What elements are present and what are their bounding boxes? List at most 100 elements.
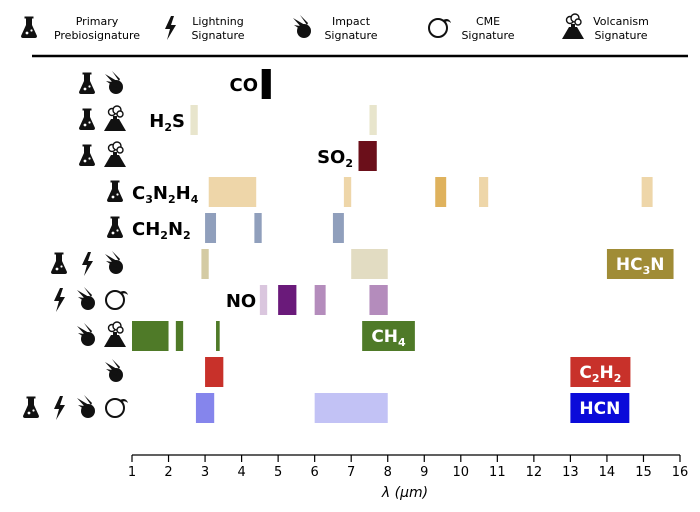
molecule-label-box: [606, 249, 674, 279]
absorption-band: [201, 249, 209, 279]
x-axis: 1 2 3 4 5 6 7 8 9 10 11 12 13 14 15 16: [128, 454, 688, 480]
molecule-label: HC3N: [616, 255, 665, 277]
legend-label: Impact: [332, 15, 371, 28]
absorption-band: [351, 249, 388, 279]
absorption-band: [190, 105, 198, 135]
molecule-row: NO: [54, 285, 388, 315]
molecule-label-box: [362, 321, 415, 351]
x-tick-label: 1: [128, 465, 136, 480]
x-tick-label: 6: [311, 465, 319, 480]
x-tick-label: 3: [201, 465, 209, 480]
legend-label: Signature: [191, 29, 244, 42]
absorption-band: [216, 321, 220, 351]
absorption-band: [343, 177, 352, 207]
absorption-band: [332, 213, 344, 243]
molecule-label: C3N2H4: [132, 183, 199, 206]
lightning-icon: [54, 396, 65, 420]
x-tick-label: 12: [526, 465, 543, 480]
molecule-row: HC3N: [51, 249, 674, 279]
molecule-row: CO: [79, 69, 271, 99]
volcano-icon: [104, 321, 126, 347]
legend-label: Volcanism: [593, 15, 649, 28]
absorption-band: [435, 177, 447, 207]
molecule-label: SO2: [317, 147, 353, 170]
flask-icon: [107, 180, 123, 202]
x-tick-label: 15: [635, 465, 652, 480]
absorption-band: [259, 285, 268, 315]
volcano-icon: [562, 13, 584, 39]
absorption-band: [314, 285, 326, 315]
molecule-row: SO2: [79, 141, 377, 171]
molecule-label: CO: [230, 75, 259, 96]
legend-label: Lightning: [192, 15, 243, 28]
absorption-band: [278, 285, 297, 315]
x-tick-label: 7: [347, 465, 355, 480]
molecule-row: CH4: [77, 321, 415, 351]
x-tick-label: 5: [274, 465, 282, 480]
lightning-icon: [54, 288, 65, 312]
molecule-row: H2S: [79, 105, 377, 135]
legend-label: CME: [476, 15, 500, 28]
absorption-band: [208, 177, 257, 207]
comet-icon: [293, 15, 311, 38]
comet-icon: [105, 359, 123, 382]
absorption-band: [358, 141, 377, 171]
molecule-label: NO: [226, 291, 256, 312]
absorption-band: [369, 105, 377, 135]
x-tick-label: 13: [562, 465, 579, 480]
absorption-band: [314, 393, 388, 423]
molecule-label: H2S: [149, 111, 185, 134]
cme-icon: [105, 290, 128, 310]
molecule-label-box: [570, 357, 631, 387]
x-tick-label: 14: [599, 465, 616, 480]
absorption-band: [205, 357, 224, 387]
flask-icon: [79, 108, 95, 130]
legend-label: Signature: [461, 29, 514, 42]
x-tick-label: 10: [453, 465, 470, 480]
volcano-icon: [104, 141, 126, 167]
molecule-label: C2H2: [579, 363, 621, 385]
comet-icon: [105, 251, 123, 274]
absorption-band: [175, 321, 184, 351]
molecule-row: CH2N2: [107, 213, 344, 243]
molecule-row: C2H2: [105, 357, 631, 387]
absorption-band: [195, 393, 215, 423]
flask-icon: [21, 16, 37, 38]
flask-icon: [79, 72, 95, 94]
molecule-row: HCN: [23, 393, 630, 423]
molecule-label: HCN: [579, 399, 620, 419]
chart-rows: CO H2S SO2 C3N2H4 CH2N2 HC3N NO CH4 C2H2 HCN: [23, 69, 674, 423]
absorption-band: [132, 321, 169, 351]
absorption-band: [479, 177, 489, 207]
x-tick-label: 4: [237, 465, 245, 480]
flask-icon: [51, 252, 67, 274]
absorption-band: [205, 213, 217, 243]
lightning-icon: [165, 16, 176, 40]
comet-icon: [77, 323, 95, 346]
comet-icon: [77, 287, 95, 310]
legend-label: Signature: [324, 29, 377, 42]
flask-icon: [107, 216, 123, 238]
legend: PrimaryPrebiosignatureLightningSignature…: [21, 13, 649, 42]
comet-icon: [105, 71, 123, 94]
x-axis-label: λ (μm): [381, 485, 428, 501]
legend-label: Prebiosignature: [54, 29, 140, 42]
molecule-label-box: [570, 393, 630, 423]
x-tick-label: 2: [164, 465, 172, 480]
flask-icon: [79, 144, 95, 166]
absorption-band: [641, 177, 653, 207]
comet-icon: [77, 395, 95, 418]
molecule-label: CH4: [371, 327, 406, 349]
molecule-label: CH2N2: [132, 219, 191, 242]
lightning-icon: [82, 252, 93, 276]
absorption-band: [369, 285, 388, 315]
absorption-band: [261, 69, 271, 99]
legend-label: Signature: [594, 29, 647, 42]
absorption-band: [254, 213, 262, 243]
legend-label: Primary: [76, 15, 119, 28]
flask-icon: [23, 396, 39, 418]
volcano-icon: [104, 105, 126, 131]
x-tick-label: 8: [384, 465, 392, 480]
